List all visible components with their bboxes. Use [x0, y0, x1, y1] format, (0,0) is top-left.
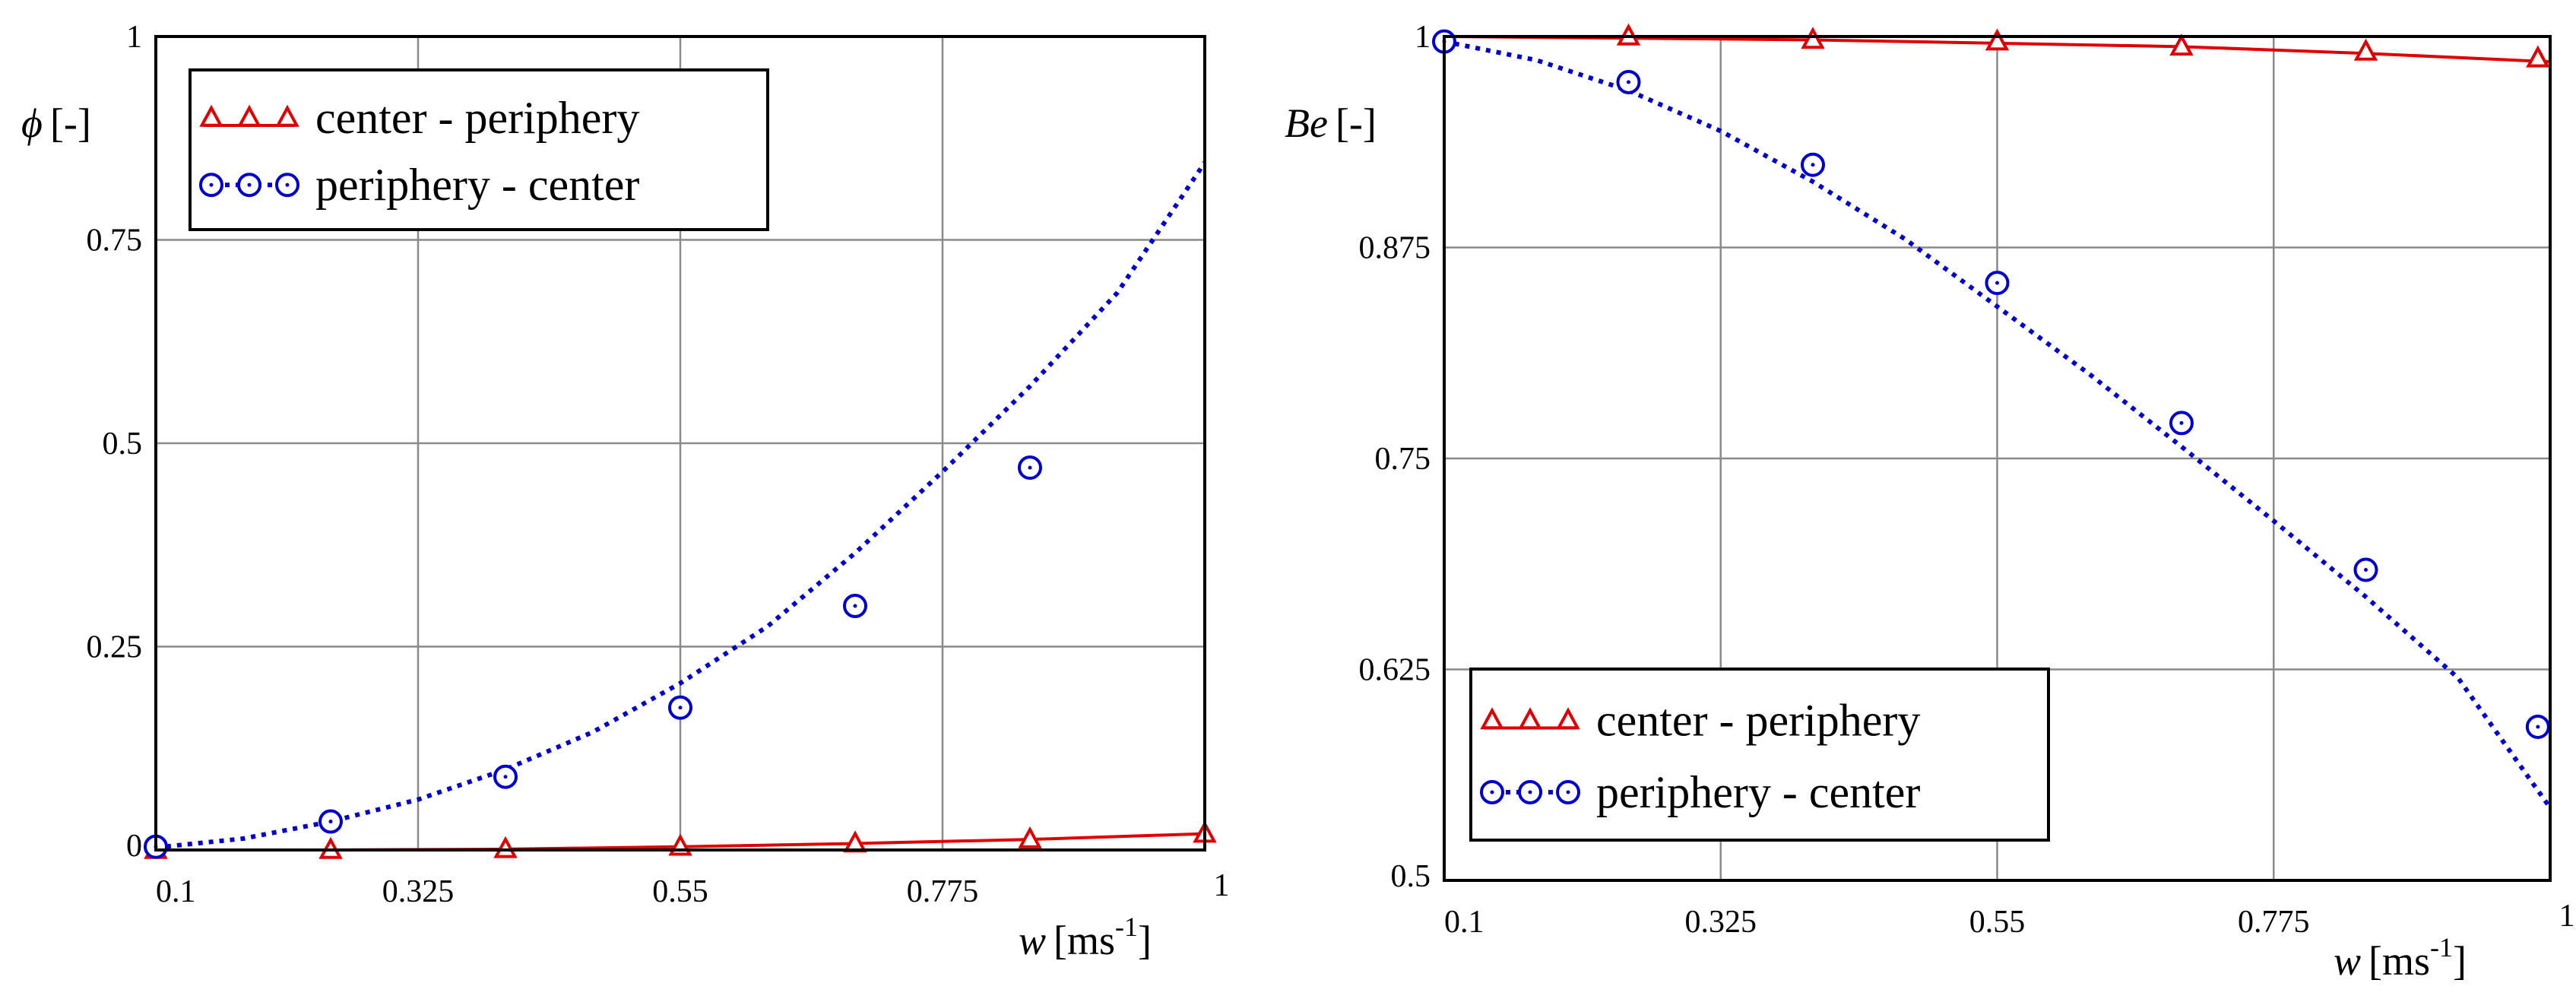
circle-marker — [1985, 271, 2010, 296]
y-tick-label: 0.75 — [1375, 442, 1431, 477]
legend-circle-marker — [237, 173, 261, 198]
circle-marker — [2353, 557, 2378, 582]
legend: center - periphery periphery - center — [189, 68, 769, 231]
legend-triangle-marker — [1556, 707, 1580, 730]
x-tick-label: 0.325 — [382, 874, 455, 909]
circle-marker — [318, 809, 343, 834]
y-tick-label: 0.75 — [87, 224, 143, 258]
plot-frame — [154, 35, 1206, 852]
x-tick-label: 0.55 — [652, 874, 708, 909]
x-tick-label: 1 — [2559, 899, 2575, 934]
legend-entry: periphery - center — [1480, 767, 1920, 817]
circle-marker — [843, 594, 867, 618]
y-tick-label: 0.625 — [1359, 653, 1431, 688]
x-tick-label: 0.1 — [156, 874, 196, 909]
legend-triangle-marker — [199, 104, 223, 127]
legend-circle-marker — [275, 173, 299, 198]
legend-circle-marker — [1556, 780, 1580, 804]
y-tick-label: 1 — [126, 20, 142, 55]
legend-label: center - periphery — [1596, 696, 1920, 746]
circle-marker — [2169, 411, 2194, 436]
x-tick-label: 1 — [1214, 868, 1230, 903]
legend-entry: center - periphery — [1480, 696, 1920, 746]
legend: center - periphery periphery - center — [1469, 668, 2050, 842]
triangle-marker — [1018, 826, 1042, 848]
legend-box — [189, 68, 769, 231]
x-tick-label: 0.325 — [1685, 905, 1757, 940]
triangle-marker — [2526, 45, 2550, 68]
x-tick-label: 0.775 — [2238, 905, 2310, 940]
legend-label: periphery - center — [315, 160, 639, 210]
triangle-marker — [493, 836, 518, 858]
y-axis-label: Be [-] — [1285, 100, 1377, 146]
chart-1: 0 0.25 0.5 0.75 1 0.1 0.325 0.55 0.775 1 ϕ [-] w [ms-… — [21, 20, 1230, 963]
circle-marker — [1801, 152, 1825, 177]
y-tick-label: 0.875 — [1359, 231, 1431, 266]
y-tick-label: 0.5 — [103, 427, 143, 461]
x-tick-label: 0.55 — [1969, 905, 2026, 940]
legend-circle-marker — [1518, 780, 1542, 804]
legend-entry: center - periphery — [199, 93, 639, 143]
circle-marker — [2525, 714, 2550, 739]
legend-circle-marker — [199, 173, 223, 198]
legend-label: periphery - center — [1596, 767, 1920, 817]
y-tick-label: 0.25 — [87, 630, 143, 665]
y-tick-label: 0.5 — [1391, 859, 1431, 894]
triangle-marker — [1985, 28, 2010, 51]
triangle-marker — [2169, 33, 2194, 56]
x-tick-label: 0.775 — [907, 874, 979, 909]
x-tick-label: 0.1 — [1444, 905, 1484, 940]
plot-frame — [1443, 35, 2552, 882]
y-tick-label: 1 — [1415, 20, 1431, 55]
legend-triangle-marker — [1518, 707, 1542, 730]
legend-entry: periphery - center — [199, 160, 639, 210]
circle-marker — [668, 695, 692, 720]
legend-triangle-marker — [275, 104, 299, 127]
circle-marker — [1018, 455, 1042, 480]
series-line-2 — [155, 161, 1207, 850]
circle-marker — [1616, 69, 1641, 94]
y-axis-label: ϕ [-] — [21, 100, 91, 146]
series-line-2 — [1443, 39, 2552, 810]
x-axis-label: w [ms-1] — [1019, 912, 1152, 963]
x-axis-label: w [ms-1] — [2334, 932, 2467, 984]
triangle-marker — [1801, 27, 1825, 49]
y-tick-label: 0 — [126, 829, 142, 864]
legend-triangle-marker — [1480, 707, 1504, 730]
circle-marker — [493, 764, 518, 789]
legend-label: center - periphery — [315, 93, 639, 143]
legend-circle-marker — [1480, 780, 1504, 804]
triangle-marker — [2353, 38, 2378, 61]
legend-box — [1469, 668, 2050, 842]
legend-triangle-marker — [237, 104, 261, 127]
chart-2: 0.5 0.625 0.75 0.875 1 0.1 0.325 0.55 0.775 1 Be [-… — [1285, 20, 2575, 984]
